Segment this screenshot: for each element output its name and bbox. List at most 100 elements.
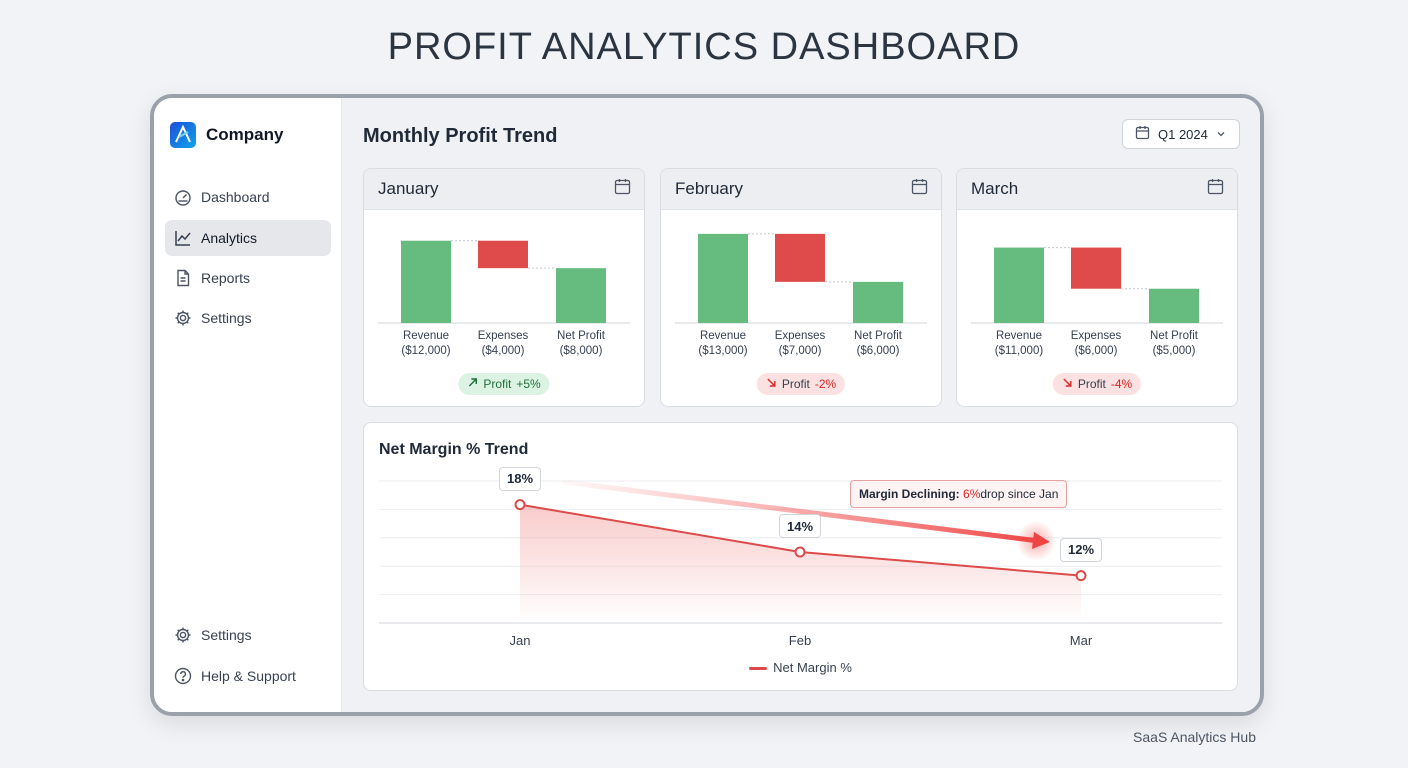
point-value-label: 18% [498,466,542,491]
bar-value: ($11,000) [994,345,1044,357]
main-content: Monthly Profit Trend Q1 2024 January Reve… [342,98,1260,712]
bar-label: Revenue ($13,000) [683,329,763,359]
brand-name: Company [206,125,284,144]
trend-value: -4% [1110,377,1133,391]
revenue-bar [401,240,451,323]
calendar-icon[interactable] [1207,178,1224,200]
sidebar-item-analytics[interactable]: Analytics [165,220,331,256]
bar-label: Expenses ($4,000) [463,329,543,359]
sidebar-item-settings-bottom[interactable]: Settings [165,617,331,653]
bar-value: ($4,000) [481,345,525,357]
month-header: January [364,169,644,210]
company-logo-icon [170,122,196,148]
bar-category: Revenue [995,330,1043,342]
trend-down-icon [766,377,777,391]
net-profit-bar [556,268,606,323]
sidebar-item-dashboard[interactable]: Dashboard [165,179,331,215]
waterfall-chart [378,240,630,324]
line-chart-icon [174,229,192,247]
net-margin-card: Net Margin % Trend Jan Feb Mar 18% 14% 12% M… [363,422,1238,691]
calendar-icon[interactable] [911,178,928,200]
revenue-bar [698,233,748,323]
bar-label: Revenue ($12,000) [386,329,466,359]
gear-icon [174,626,192,644]
chart-title: Net Margin % Trend [379,441,529,458]
chevron-down-icon [1216,127,1226,142]
trend-label: Profit [1077,377,1106,391]
month-header: February [661,169,941,210]
footer-brand: SaaS Analytics Hub [1133,729,1256,745]
net-margin-chart: Jan Feb Mar [379,479,1222,648]
sidebar-item-label: Analytics [201,230,258,246]
trend-down-icon [1062,377,1073,391]
sidebar: Company Dashboard Analytics Reports Sett… [154,98,342,712]
month-name: February [675,179,744,198]
month-card-january: January Revenue ($12,000) Expenses ($4,000) N… [363,168,645,407]
bar-category: Net Profit [1150,330,1198,342]
gauge-icon [174,188,192,206]
trend-label: Profit [483,377,512,391]
waterfall-chart [971,247,1223,324]
bar-value: ($8,000) [559,345,603,357]
sidebar-item-label: Settings [201,310,252,326]
month-name: March [971,179,1019,198]
data-point[interactable] [514,499,526,511]
data-point[interactable] [794,546,806,558]
bar-value: ($5,000) [1152,345,1196,357]
question-icon [174,667,192,685]
month-card-march: March Revenue ($11,000) Expenses ($6,000) Net… [956,168,1238,407]
data-point[interactable] [1075,570,1087,582]
x-tick-label: Jan [510,633,531,648]
bar-label: Net Profit ($8,000) [541,329,621,359]
waterfall-chart [675,233,927,324]
month-card-february: February Revenue ($13,000) Expenses ($7,000)… [660,168,942,407]
net-profit-bar [1149,288,1199,323]
sidebar-item-label: Help & Support [201,668,296,684]
decline-trend-arrow [561,479,1042,544]
brand[interactable]: Company [170,122,283,148]
profit-trend-badge: Profit -4% [1052,373,1142,395]
sidebar-item-help[interactable]: Help & Support [165,658,331,694]
bar-category: Net Profit [854,330,902,342]
bar-value: ($6,000) [1074,345,1118,357]
bar-category: Expenses [1070,330,1122,342]
trend-value: -2% [814,377,837,391]
bar-value: ($13,000) [698,345,748,357]
callout-rest: drop since Jan [980,487,1059,501]
bar-category: Expenses [477,330,529,342]
chart-legend: Net Margin % [364,660,1237,675]
bar-value: ($6,000) [856,345,900,357]
period-selector[interactable]: Q1 2024 [1122,119,1240,149]
bar-label: Expenses ($6,000) [1056,329,1136,359]
net-profit-bar [853,281,903,323]
month-name: January [378,179,439,198]
bar-category: Net Profit [557,330,605,342]
gear-icon [174,309,192,327]
bar-category: Revenue [402,330,450,342]
revenue-bar [994,247,1044,323]
sidebar-item-settings[interactable]: Settings [165,300,331,336]
callout-highlight: 6% [963,487,981,501]
sidebar-item-label: Dashboard [201,189,270,205]
trend-label: Profit [781,377,810,391]
calendar-icon [1135,125,1150,143]
expenses-bar [478,240,528,269]
sidebar-item-label: Reports [201,270,251,286]
arrow-head-icon [1032,532,1050,549]
bar-label: Net Profit ($6,000) [838,329,918,359]
month-header: March [957,169,1237,210]
bar-label: Expenses ($7,000) [760,329,840,359]
bar-label: Revenue ($11,000) [979,329,1059,359]
point-value-label: 14% [778,514,822,538]
profit-trend-badge: Profit -2% [756,373,846,395]
page-title: PROFIT ANALYTICS DASHBOARD [387,26,1021,68]
app-window: Company Dashboard Analytics Reports Sett… [150,94,1264,716]
expenses-bar [1071,247,1121,289]
bar-value: ($7,000) [778,345,822,357]
calendar-icon[interactable] [614,178,631,200]
callout-bold: Margin Declining: [859,487,960,501]
legend-swatch [749,667,768,671]
sidebar-item-reports[interactable]: Reports [165,260,331,296]
bar-category: Expenses [774,330,826,342]
document-icon [174,269,192,287]
